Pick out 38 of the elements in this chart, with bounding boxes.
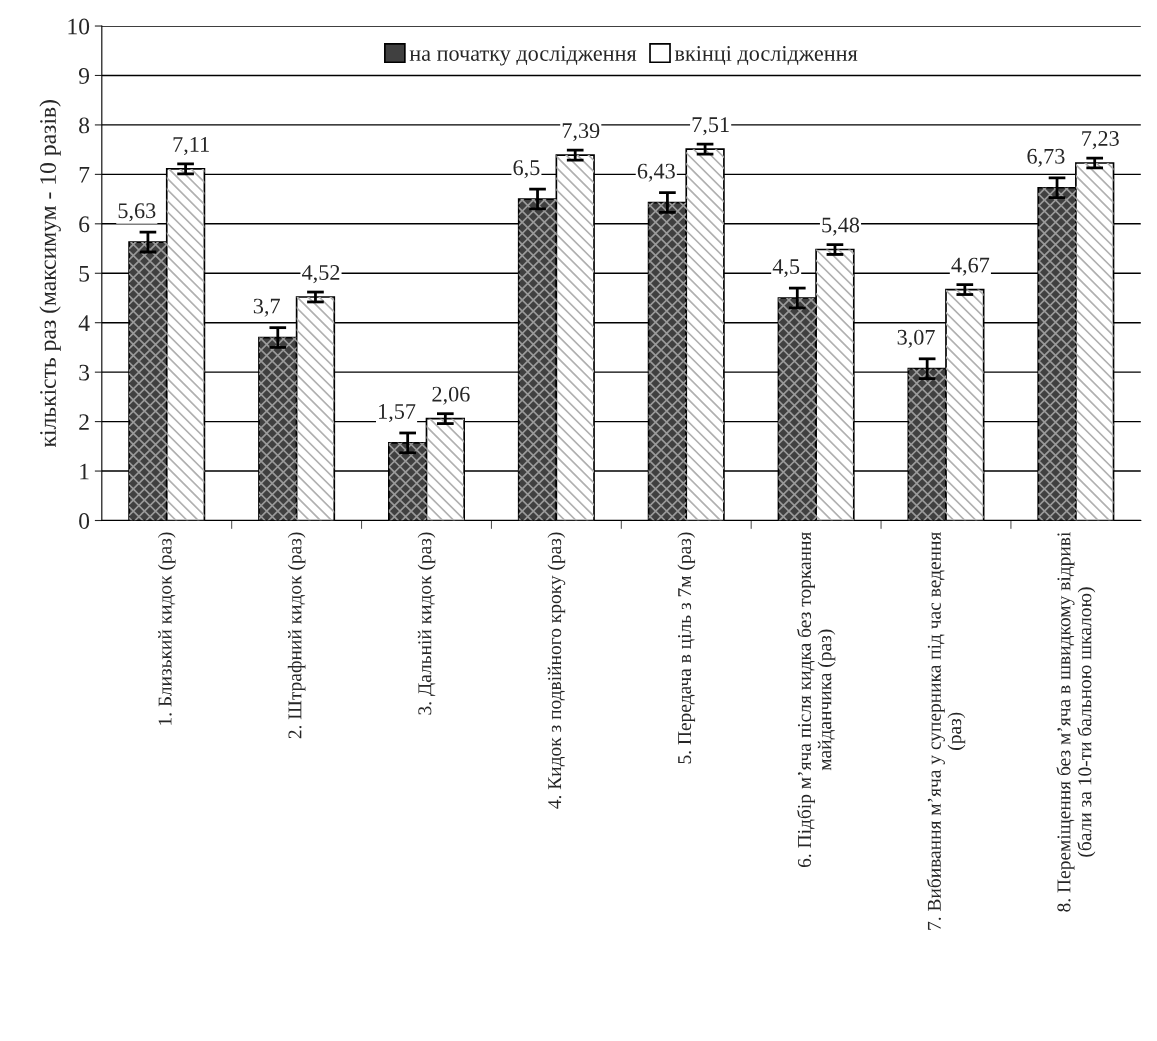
x-tick-label: 2. Штрафний кидок (раз) [287,532,306,739]
y-tick-label: 9 [78,68,90,84]
data-label: 5,63 [118,203,156,222]
y-tick-label: 7 [79,167,90,183]
y-tick-label: 5 [79,265,90,282]
y-tick-label: 6 [79,216,90,233]
data-label: 5,48 [822,217,860,236]
y-tick-label: 2 [79,414,89,430]
y-tick-label: 10 [68,18,90,35]
x-tick-label: 7. Вибивання м’яча у суперника під час ведення (раз) [926,531,966,930]
legend-label: на початку дослідження [409,45,637,66]
data-label: 6,43 [637,163,675,182]
data-label: 4,5 [772,259,800,278]
data-label: 7,51 [692,117,729,136]
data-label: 6,73 [1027,148,1065,167]
x-tick-label: 5. Передача в ціль з 7м (раз) [677,532,696,764]
x-tick-label: 1. Близький кидок (раз) [157,532,176,725]
y-axis-title: кількість раз (максимум - 10 разів) [39,100,61,448]
data-label: 7,23 [1082,131,1119,150]
x-tick-label: 8. Переміщення без м’яча в швидкому відриві (бали за 10-ти бальною шкалою) [1056,531,1096,912]
y-tick-label: 1 [80,463,89,480]
data-label: 4,52 [302,265,340,284]
y-tick-label: 0 [79,512,90,529]
y-tick-label: 8 [79,117,90,134]
data-label: 3,07 [897,329,935,348]
y-tick-label: 3 [79,364,90,381]
data-label: 4,67 [951,257,990,276]
data-label: 1,57 [379,404,416,423]
x-tick-label: 6. Підбір м’яча після кидка без торкання майданчика (раз) [796,531,836,868]
x-tick-label: 4. Кидок з подвійного кроку (раз) [547,532,566,809]
data-label: 2,06 [432,386,470,405]
data-label: 3,7 [253,298,280,317]
data-label: 7,11 [173,137,209,156]
legend-label: вкінці дослідження [674,45,858,65]
data-label: 6,5 [513,160,540,179]
x-tick-label: 3. Дальній кидок (раз) [417,532,436,715]
y-tick-label: 4 [78,315,90,331]
data-label: 7,39 [562,123,600,142]
